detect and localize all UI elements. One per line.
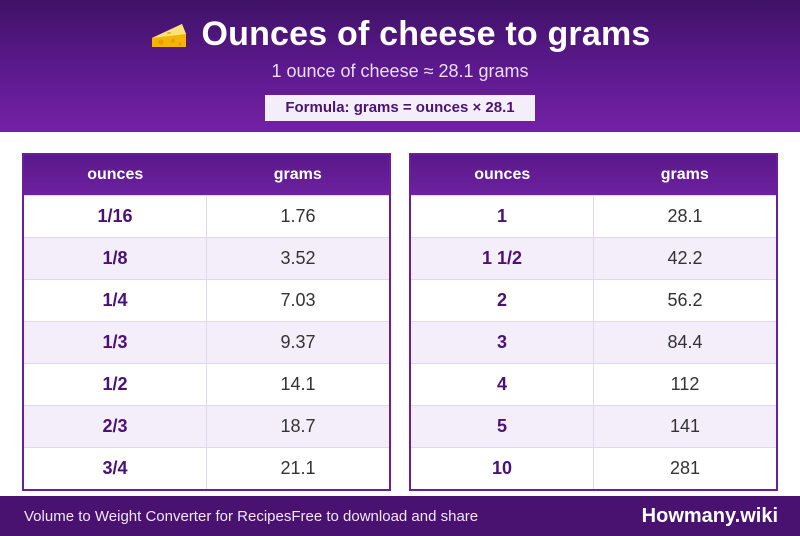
grams-cell: 84.4: [593, 321, 777, 364]
grams-cell: 3.52: [206, 237, 390, 280]
ounces-cell: 2/3: [23, 405, 207, 448]
table-row: 4 112: [410, 363, 777, 406]
ounces-cell: 1 1/2: [410, 237, 594, 280]
header-ounces: ounces: [23, 154, 207, 196]
brand-link[interactable]: Howmany.wiki: [641, 505, 778, 527]
cheese-icon: [149, 14, 189, 54]
ounces-cell: 10: [410, 447, 594, 490]
table-header-row: ounces grams: [410, 154, 777, 196]
table-row: 1/3 9.37: [23, 321, 390, 364]
header-banner: Ounces of cheese to grams 1 ounce of che…: [0, 0, 800, 132]
table-row: 1/16 1.76: [23, 195, 390, 238]
header-grams: grams: [593, 154, 777, 196]
header-grams: grams: [206, 154, 390, 196]
ounces-cell: 1/8: [23, 237, 207, 280]
header-ounces: ounces: [410, 154, 594, 196]
grams-cell: 1.76: [206, 195, 390, 238]
ounces-cell: 5: [410, 405, 594, 448]
table-row: 10 281: [410, 447, 777, 490]
ounces-cell: 1/3: [23, 321, 207, 364]
grams-cell: 21.1: [206, 447, 390, 490]
tables-area: ounces grams 1/16 1.76 1/8 3.52 1/4 7.03 1/…: [22, 153, 778, 491]
table-row: 1 28.1: [410, 195, 777, 238]
page-title: Ounces of cheese to grams: [201, 14, 651, 53]
table-row: 3 84.4: [410, 321, 777, 364]
footer-bar: Volume to Weight Converter for RecipesFr…: [0, 496, 800, 536]
table-row: 1/8 3.52: [23, 237, 390, 280]
grams-cell: 7.03: [206, 279, 390, 322]
grams-cell: 42.2: [593, 237, 777, 280]
grams-cell: 14.1: [206, 363, 390, 406]
ounces-cell: 1/4: [23, 279, 207, 322]
table-row: 5 141: [410, 405, 777, 448]
grams-cell: 141: [593, 405, 777, 448]
ounces-cell: 1: [410, 195, 594, 238]
grams-cell: 9.37: [206, 321, 390, 364]
grams-cell: 112: [593, 363, 777, 406]
conversion-table-right: ounces grams 1 28.1 1 1/2 42.2 2 56.2 3 84.4…: [409, 153, 778, 491]
ounces-cell: 1/16: [23, 195, 207, 238]
table-header-row: ounces grams: [23, 154, 390, 196]
ounces-cell: 4: [410, 363, 594, 406]
formula-box: Formula: grams = ounces × 28.1: [265, 95, 535, 121]
ounces-cell: 1/2: [23, 363, 207, 406]
table-row: 1/2 14.1: [23, 363, 390, 406]
table-row: 2/3 18.7: [23, 405, 390, 448]
title-row: Ounces of cheese to grams: [0, 14, 800, 54]
footer-tagline: Volume to Weight Converter for RecipesFr…: [24, 508, 479, 525]
ounces-cell: 3: [410, 321, 594, 364]
table-row: 1/4 7.03: [23, 279, 390, 322]
table-row: 2 56.2: [410, 279, 777, 322]
table-row: 3/4 21.1: [23, 447, 390, 490]
ounces-cell: 2: [410, 279, 594, 322]
table-row: 1 1/2 42.2: [410, 237, 777, 280]
grams-cell: 18.7: [206, 405, 390, 448]
ounces-cell: 3/4: [23, 447, 207, 490]
grams-cell: 56.2: [593, 279, 777, 322]
grams-cell: 28.1: [593, 195, 777, 238]
subtitle: 1 ounce of cheese ≈ 28.1 grams: [271, 61, 529, 81]
grams-cell: 281: [593, 447, 777, 490]
conversion-table-left: ounces grams 1/16 1.76 1/8 3.52 1/4 7.03 1/…: [22, 153, 391, 491]
